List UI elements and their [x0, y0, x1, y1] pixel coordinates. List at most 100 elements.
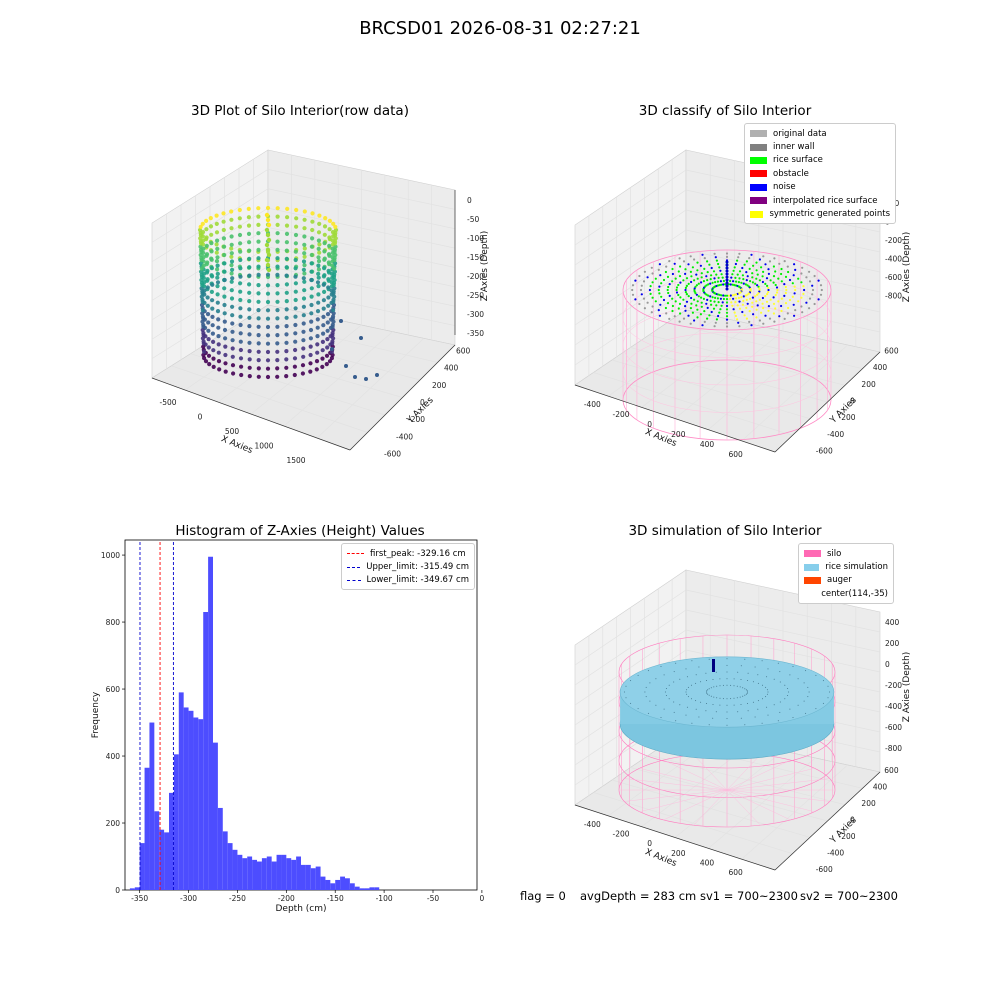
data-point: [247, 315, 252, 320]
rice-mesh-point: [691, 698, 692, 700]
data-point: [772, 265, 776, 268]
data-point: [660, 282, 663, 285]
data-point: [690, 296, 693, 300]
data-point: [774, 307, 777, 310]
rice-mesh-point: [722, 684, 724, 686]
legend-swatch: [347, 579, 361, 581]
data-point: [772, 312, 776, 315]
data-point: [266, 237, 272, 243]
legend-entry: symmetric generated points: [750, 207, 890, 220]
data-point: [294, 224, 299, 229]
rice-mesh-point: [747, 680, 748, 681]
data-point: [221, 236, 226, 241]
data-point: [813, 274, 816, 278]
data-point: [308, 336, 313, 341]
rice-mesh-point: [805, 712, 807, 714]
data-point: [659, 274, 662, 277]
data-point: [209, 249, 214, 254]
z-tick-label: -800: [885, 744, 902, 753]
data-point: [265, 316, 271, 321]
rice-mesh-point: [726, 711, 728, 713]
rice-mesh-point: [766, 693, 768, 695]
data-point: [758, 287, 761, 290]
z-tick-label: -400: [885, 255, 902, 264]
data-point: [301, 346, 306, 351]
data-point: [697, 282, 700, 285]
data-point: [813, 302, 816, 306]
data-point: [690, 275, 693, 278]
data-point: [678, 302, 682, 305]
data-point: [741, 266, 744, 270]
data-point: [745, 260, 749, 263]
histogram-bar: [286, 858, 292, 890]
rice-mesh-point: [788, 691, 790, 693]
x-tick-label: 0: [198, 413, 203, 422]
data-point: [749, 297, 752, 300]
y-tick-label: 0: [115, 886, 120, 895]
data-point: [301, 259, 307, 264]
data-point: [324, 362, 329, 367]
data-point: [321, 323, 326, 328]
y-tick-label: 0: [420, 398, 425, 407]
y-tick-label: 400: [873, 363, 888, 372]
data-point: [214, 221, 219, 226]
rice-mesh-point: [706, 703, 707, 704]
data-point: [331, 299, 336, 304]
legend-entry: obstacle: [750, 167, 890, 180]
rice-mesh-point: [822, 702, 824, 704]
data-point: [703, 320, 706, 323]
x-tick-label: 1500: [286, 456, 305, 465]
data-point: [711, 296, 714, 299]
data-point: [321, 331, 326, 336]
histogram-bar: [208, 556, 213, 890]
legend-label: rice surface: [773, 155, 823, 166]
data-point: [682, 317, 686, 320]
data-point: [729, 294, 732, 297]
data-point: [767, 272, 771, 275]
data-point: [211, 339, 216, 344]
data-point: [696, 300, 699, 303]
data-point: [783, 283, 786, 286]
data-point: [750, 253, 753, 256]
rice-mesh-point: [744, 658, 746, 660]
histogram-bar: [232, 849, 238, 890]
data-point: [684, 309, 687, 312]
data-point: [265, 341, 271, 346]
data-point: [229, 271, 234, 276]
data-point: [265, 366, 271, 371]
rice-mesh-point: [757, 708, 759, 710]
rice-mesh-point: [752, 681, 754, 683]
data-point: [206, 353, 212, 358]
data-point: [246, 231, 252, 236]
histogram-bar: [188, 710, 194, 890]
rice-mesh-point: [719, 704, 721, 706]
data-point: [215, 300, 220, 305]
data-point: [684, 286, 688, 289]
data-point: [284, 374, 289, 379]
data-point: [687, 263, 690, 266]
rice-mesh-point: [766, 676, 768, 678]
data-point: [784, 291, 787, 295]
data-point: [673, 262, 676, 265]
data-point: [664, 306, 668, 310]
data-point: [685, 300, 689, 303]
data-point: [746, 302, 749, 305]
data-point: [210, 306, 215, 311]
rice-mesh-point: [708, 658, 710, 660]
rice-mesh-point: [733, 697, 735, 699]
data-point: [266, 267, 272, 273]
data-point: [316, 263, 321, 268]
rice-mesh-point: [647, 670, 649, 672]
data-point: [256, 358, 261, 363]
data-point: [756, 284, 759, 287]
data-point: [275, 256, 280, 261]
data-point: [199, 241, 204, 246]
data-point: [780, 280, 783, 283]
data-point: [247, 365, 252, 370]
data-point: [309, 286, 314, 291]
data-point: [767, 291, 770, 294]
data-point: [222, 261, 227, 266]
data-point: [684, 272, 687, 275]
z-tick-label: -100: [467, 234, 484, 243]
data-point: [331, 283, 336, 288]
